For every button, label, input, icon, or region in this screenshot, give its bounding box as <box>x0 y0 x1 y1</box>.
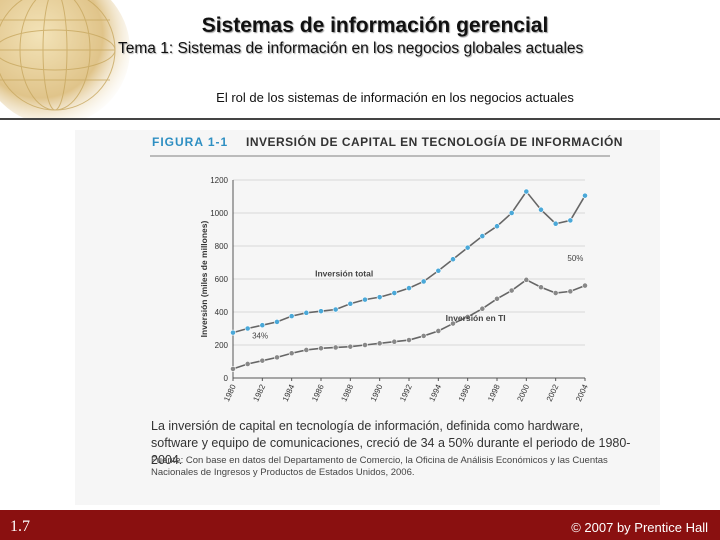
y-tick-label: 600 <box>215 275 229 284</box>
data-point <box>376 294 383 301</box>
data-point <box>391 338 398 345</box>
data-point <box>244 361 251 367</box>
x-tick-label: 1986 <box>310 383 326 403</box>
series-label-total: Inversión total <box>315 269 373 279</box>
data-point <box>479 305 486 312</box>
slide-subtitle: Tema 1: Sistemas de información en los n… <box>118 40 584 57</box>
data-point <box>347 343 354 350</box>
figure-title: INVERSIÓN DE CAPITAL EN TECNOLOGÍA DE IN… <box>246 135 623 149</box>
data-point <box>230 366 236 372</box>
data-point <box>318 308 324 315</box>
slide-title: Sistemas de información gerencial <box>201 14 549 37</box>
data-point <box>288 350 295 357</box>
data-point <box>523 188 530 195</box>
x-tick-label: 1988 <box>339 383 355 403</box>
page-number: 1.7 <box>10 518 30 535</box>
data-point <box>494 295 500 302</box>
data-point <box>582 192 588 199</box>
y-tick-label: 1000 <box>210 209 228 218</box>
x-tick-label: 2002 <box>545 383 561 403</box>
y-tick-label: 1200 <box>210 176 228 185</box>
series-line-ti <box>232 278 586 370</box>
data-point <box>362 342 368 348</box>
series-label-ti: Inversión en TI <box>446 313 506 323</box>
x-tick-label: 1984 <box>281 383 297 403</box>
data-point <box>567 217 574 224</box>
data-point <box>244 325 251 332</box>
copyright-text: © 2007 by Prentice Hall <box>571 520 708 535</box>
x-tick-label: 1996 <box>457 383 473 403</box>
globe-logo <box>0 0 130 120</box>
data-point <box>538 284 544 291</box>
x-tick-label: 1982 <box>251 383 267 403</box>
data-point <box>318 345 324 352</box>
data-point <box>406 337 412 343</box>
data-point <box>347 300 354 307</box>
data-point <box>391 290 398 296</box>
data-point <box>479 233 486 239</box>
data-point <box>259 322 266 329</box>
x-tick-label: 1992 <box>398 383 414 403</box>
data-point <box>303 309 310 316</box>
figure-panel <box>75 130 660 505</box>
data-point <box>259 357 266 364</box>
figure-source: Fuente: Con base en datos del Departamen… <box>151 455 608 478</box>
data-point <box>274 354 280 361</box>
data-point <box>523 276 530 283</box>
data-point <box>435 328 442 334</box>
data-point <box>552 220 559 227</box>
data-point <box>420 278 427 285</box>
data-point <box>450 320 456 327</box>
annotation-34-percent: 34% <box>252 331 268 340</box>
x-tick-label: 2000 <box>515 383 531 403</box>
section-title: El rol de los sistemas de información en… <box>216 90 574 105</box>
data-point <box>450 256 456 263</box>
data-point <box>464 244 471 251</box>
data-point <box>362 296 368 303</box>
data-point <box>552 290 559 296</box>
data-point <box>494 223 500 230</box>
data-point <box>538 206 544 213</box>
data-point <box>508 210 515 216</box>
y-axis-label: Inversión (miles de millones) <box>199 220 209 337</box>
x-tick-label: 1994 <box>427 383 443 403</box>
y-tick-label: 400 <box>215 308 229 317</box>
investment-line-chart: 0 200 400 600 800 1000 1200 1980 1982 1984 1986 198… <box>199 176 590 403</box>
figure-divider <box>150 155 610 157</box>
data-point <box>230 329 236 336</box>
x-tick-label: 1990 <box>369 383 385 403</box>
data-point <box>332 344 339 351</box>
figure-label: FIGURA 1-1 <box>152 135 229 149</box>
data-point <box>420 333 427 339</box>
data-point <box>582 282 588 289</box>
data-point <box>376 340 383 347</box>
header-divider <box>0 118 720 120</box>
figure-caption: La inversión de capital en tecnología de… <box>151 419 631 467</box>
x-tick-label: 1980 <box>222 383 238 403</box>
data-point <box>288 313 295 320</box>
data-point <box>274 318 280 325</box>
data-point <box>435 267 442 274</box>
y-tick-label: 800 <box>215 242 229 251</box>
annotation-50-percent: 50% <box>567 254 583 263</box>
footer-bar <box>0 510 720 540</box>
data-point <box>303 347 310 353</box>
x-tick-label: 2004 <box>574 383 590 403</box>
data-point <box>567 288 574 295</box>
data-point <box>406 285 412 291</box>
y-tick-label: 0 <box>224 374 229 383</box>
y-tick-label: 200 <box>215 341 229 350</box>
data-point <box>464 314 471 320</box>
x-tick-label: 1998 <box>486 383 502 403</box>
data-point <box>332 306 339 313</box>
data-point <box>508 287 515 294</box>
